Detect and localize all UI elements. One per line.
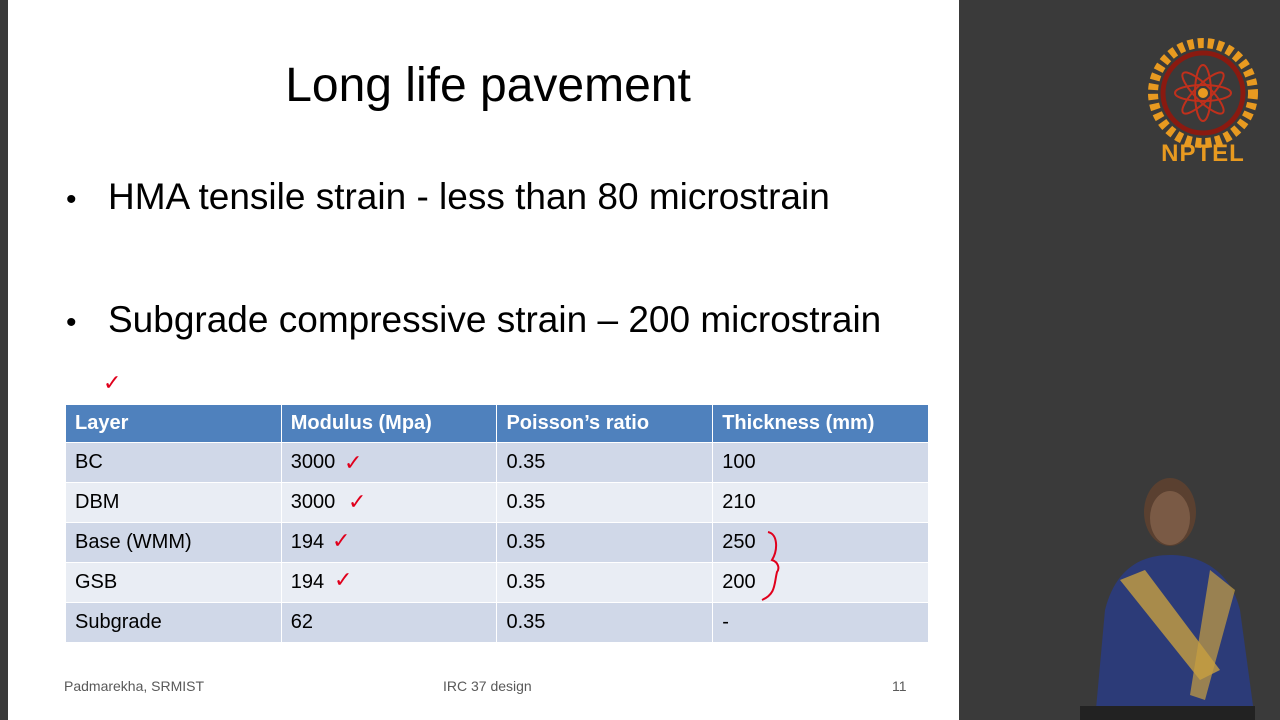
footer-page-number: 11 <box>892 678 907 694</box>
table-header-row: Layer Modulus (Mpa) Poisson’s ratio Thic… <box>65 404 929 443</box>
checkmark-annotation-icon: ✓ <box>332 528 351 553</box>
bullet-text: HMA tensile strain - less than 80 micros… <box>108 176 830 217</box>
table-row: Subgrade 62 0.35 - <box>65 602 929 643</box>
footer-author: Padmarekha, SRMIST <box>64 678 205 694</box>
table-cell: 3000 <box>280 482 498 523</box>
footer-center: IRC 37 design <box>443 678 532 694</box>
table-cell: 250 <box>712 522 929 563</box>
table-cell: GSB <box>65 562 282 603</box>
bullet-text: Subgrade compressive strain – 200 micros… <box>108 299 882 340</box>
table-cell: 100 <box>712 442 929 483</box>
checkmark-annotation-icon: ✓ <box>344 450 363 475</box>
checkmark-annotation-icon: ✓ <box>348 489 367 514</box>
nptel-logo-text: NPTEL <box>1161 140 1245 167</box>
bullet-2: • Subgrade compressive strain – 200 micr… <box>66 299 881 341</box>
checkmark-annotation-icon: ✓ <box>103 370 122 395</box>
slide-title: Long life pavement <box>285 59 691 112</box>
table-cell: 194 <box>280 522 498 563</box>
table-header-cell: Thickness (mm) <box>712 404 929 443</box>
layer-properties-table: Layer Modulus (Mpa) Poisson’s ratio Thic… <box>65 404 929 643</box>
bullet-dot-icon: • <box>66 183 77 216</box>
table-cell: DBM <box>65 482 282 523</box>
table-cell: - <box>712 602 929 643</box>
table-row: DBM 3000 0.35 210 <box>65 482 929 523</box>
table-row: Base (WMM) 194 0.35 250 <box>65 522 929 563</box>
presenter-video-icon <box>1080 478 1255 720</box>
bullet-dot-icon: • <box>66 306 77 339</box>
table-header-cell: Modulus (Mpa) <box>280 404 498 443</box>
slide: Long life pavement • HMA tensile strain … <box>8 0 959 720</box>
table-header-cell: Poisson’s ratio <box>496 404 714 443</box>
table-cell: BC <box>65 442 282 483</box>
table-cell: 0.35 <box>496 522 714 563</box>
table-cell: 62 <box>280 602 498 643</box>
table-cell: Base (WMM) <box>65 522 282 563</box>
checkmark-annotation-icon: ✓ <box>334 567 353 592</box>
table-cell: Subgrade <box>65 602 282 643</box>
table-cell: 210 <box>712 482 929 523</box>
nptel-logo-icon <box>1148 38 1258 148</box>
bullet-1: • HMA tensile strain - less than 80 micr… <box>66 176 830 218</box>
table-cell: 194 <box>280 562 498 603</box>
table-row: BC 3000 0.35 100 <box>65 442 929 483</box>
table-cell: 200 <box>712 562 929 603</box>
table-cell: 3000 <box>280 442 498 483</box>
brace-annotation-icon <box>761 531 780 601</box>
table-row: GSB 194 0.35 200 <box>65 562 929 603</box>
table-cell: 0.35 <box>496 442 714 483</box>
table-cell: 0.35 <box>496 482 714 523</box>
table-cell: 0.35 <box>496 602 714 643</box>
table-cell: 0.35 <box>496 562 714 603</box>
table-header-cell: Layer <box>65 404 282 443</box>
